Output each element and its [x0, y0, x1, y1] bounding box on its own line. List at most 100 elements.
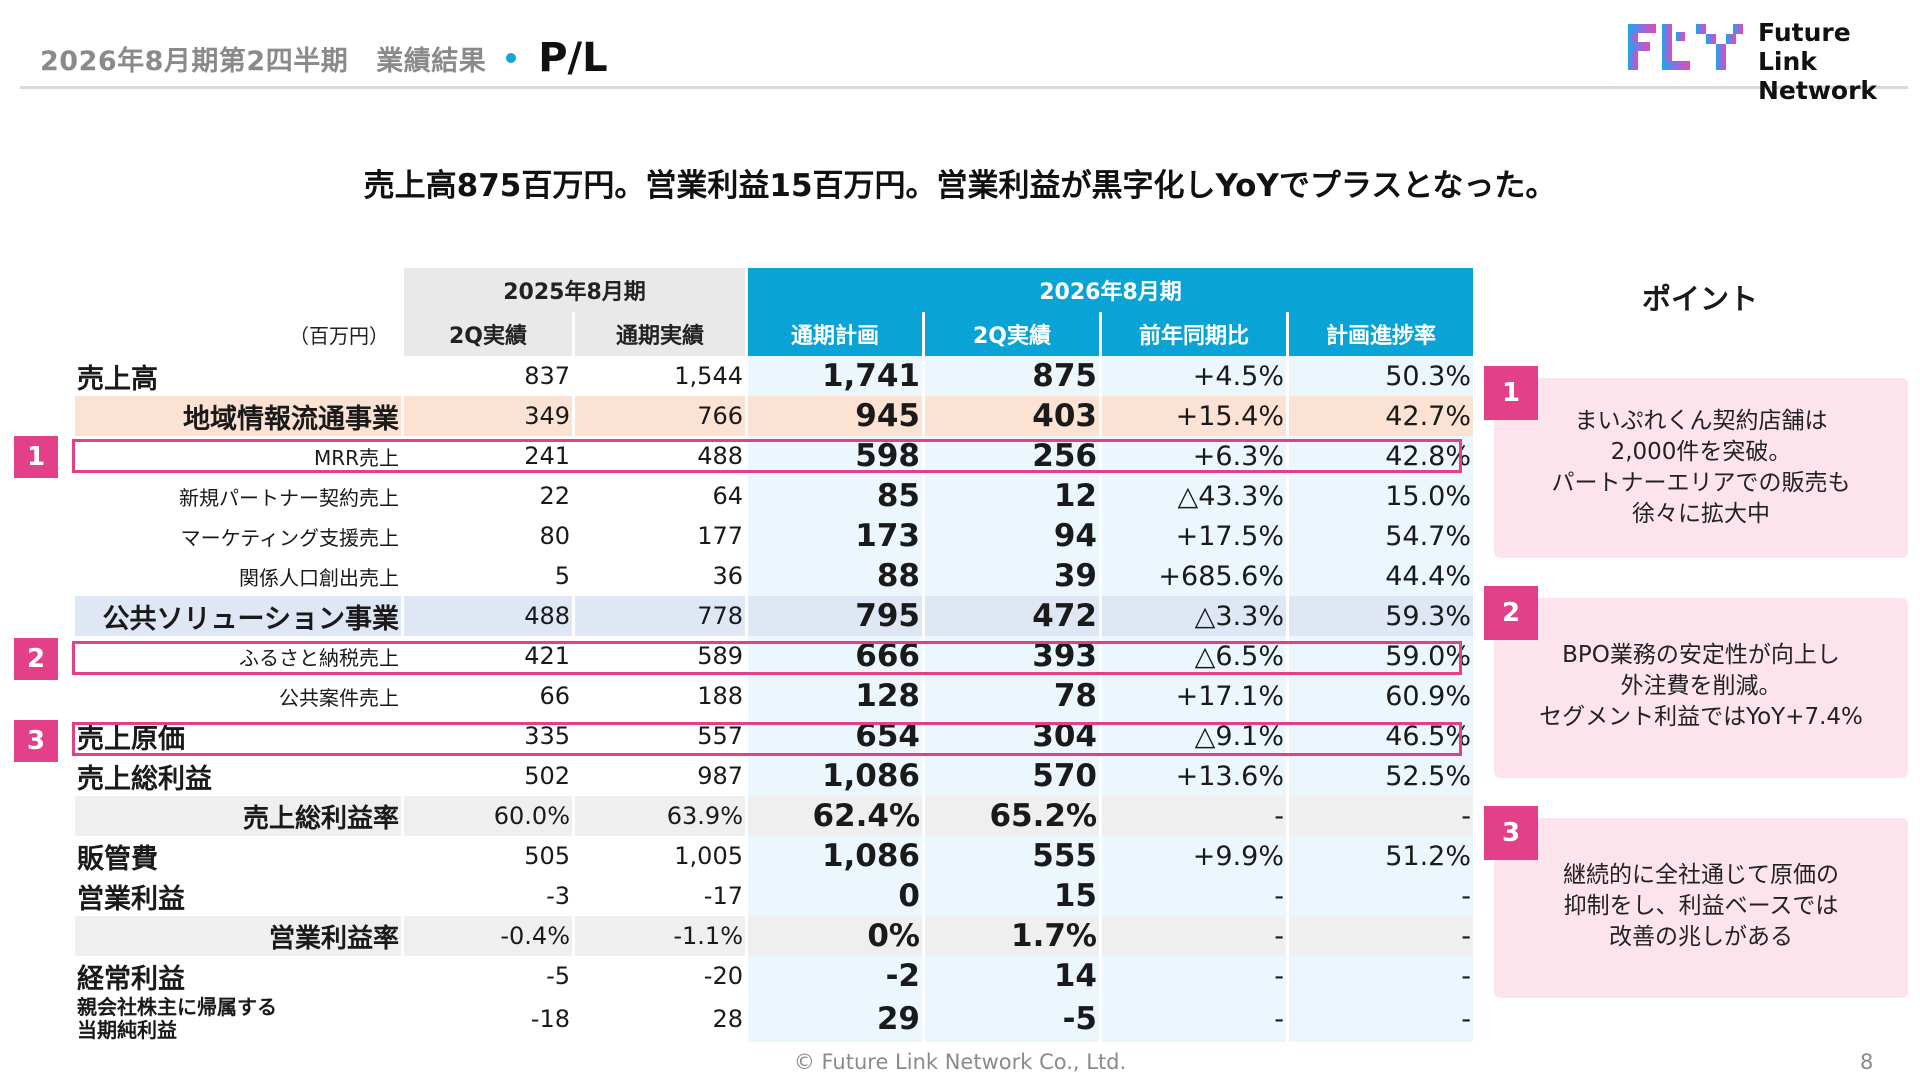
table-cell: 44.4% [1289, 556, 1473, 596]
row-label: ふるさと納税売上 [239, 645, 399, 670]
column-header: 前年同期比 [1102, 312, 1286, 356]
table-row: MRR売上 241 488 598 256 +6.3% 42.8% [75, 436, 1473, 476]
row-label: MRR売上 [313, 445, 399, 470]
point-number: 2 [1484, 586, 1538, 640]
column-header: 計画進捗率 [1289, 312, 1473, 356]
row-label: 関係人口創出売上 [239, 565, 399, 590]
table-cell: - [1102, 876, 1286, 916]
table-cell: 128 [748, 676, 922, 716]
table-cell: 65.2% [925, 796, 1099, 836]
table-cell: 0% [748, 916, 922, 956]
company-logo: Future Link Network [1628, 18, 1910, 105]
table-cell: 42.8% [1289, 436, 1473, 476]
table-cell: -0.4% [404, 916, 572, 956]
table-cell: △43.3% [1102, 476, 1286, 516]
table-cell: 50.3% [1289, 356, 1473, 396]
row-label: 販管費 [77, 843, 158, 875]
table-row: 公共案件売上 66 188 128 78 +17.1% 60.9% [75, 676, 1473, 716]
table-row: マーケティング支援売上 80 177 173 94 +17.5% 54.7% [75, 516, 1473, 556]
point-text: まいぷれくん契約店舗は 2,000件を突破。 パートナーエリアでの販売も 徐々に… [1551, 408, 1851, 527]
table-cell: 0 [748, 876, 922, 916]
table-cell: 1,086 [748, 836, 922, 876]
table-cell: 28 [712, 1005, 743, 1033]
table-cell: 22 [539, 482, 570, 510]
point-card-3: 3 継続的に全社通じて原価の 抑制をし、利益ベースでは 改善の兆しがある [1484, 806, 1908, 998]
table-row: 売上総利益 502 987 1,086 570 +13.6% 52.5% [75, 756, 1473, 796]
table-row: 売上総利益率 60.0% 63.9% 62.4% 65.2% - - [75, 796, 1473, 836]
table-cell: 241 [524, 442, 570, 470]
table-cell: 63.9% [575, 796, 745, 836]
table-cell: 795 [748, 596, 922, 636]
table-cell: 14 [925, 956, 1099, 996]
highlight-box-1 [72, 439, 1462, 473]
row-label: 売上高 [77, 363, 158, 395]
table-cell: 488 [697, 442, 743, 470]
table-cell: 766 [575, 396, 745, 436]
pl-table: 2025年8月期 2026年8月期 （百万円） 2Q実績 通期実績 通期計画 2… [72, 268, 1476, 1042]
unit-label: （百万円） [289, 323, 389, 348]
slide-headline: 売上高875百万円。営業利益15百万円。営業利益が黒字化しYoYでプラスとなった… [363, 168, 1557, 204]
table-row: 親会社株主に帰属する 当期純利益 -18 28 29 -5- - [75, 996, 1473, 1042]
table-cell: 80 [539, 522, 570, 550]
row-label: 売上総利益率 [75, 796, 401, 836]
table-cell: 5 [554, 562, 570, 590]
table-cell: 502 [524, 762, 570, 790]
table-cell: -5 [546, 962, 570, 990]
table-cell: 570 [925, 756, 1099, 796]
row-label: 売上総利益 [77, 763, 212, 795]
table-cell: +17.1% [1102, 676, 1286, 716]
table-cell: 778 [575, 596, 745, 636]
period-header-prev: 2025年8月期 [404, 268, 745, 312]
table-cell: - [1289, 996, 1473, 1042]
table-cell: 421 [524, 642, 570, 670]
row-label: 公共ソリューション事業 [75, 596, 401, 636]
table-cell: -1.1% [575, 916, 745, 956]
period-header-current: 2026年8月期 [748, 268, 1473, 312]
table-cell: 188 [697, 682, 743, 710]
table-cell: 52.5% [1289, 756, 1473, 796]
table-cell: - [1289, 796, 1473, 836]
row-label: 新規パートナー契約売上 [179, 485, 399, 510]
table-cell: 15.0% [1289, 476, 1473, 516]
table-cell: 85 [748, 476, 922, 516]
logo-mark-icon [1628, 24, 1743, 70]
table-cell: 403 [925, 396, 1099, 436]
table-cell: - [1102, 916, 1286, 956]
table-cell: 29 [748, 996, 922, 1042]
breadcrumb-section: 業績結果 [376, 45, 487, 77]
table-cell: 60.0% [404, 796, 572, 836]
table-cell: 12 [925, 476, 1099, 516]
row-label: 経常利益 [77, 963, 185, 995]
highlight-box-3 [72, 722, 1462, 756]
table-row: 新規パートナー契約売上 22 64 85 12 △43.3% 15.0% [75, 476, 1473, 516]
table-cell: 36 [712, 562, 743, 590]
table-cell: 557 [697, 722, 743, 750]
table-cell: +685.6% [1102, 556, 1286, 596]
table-cell: -3 [546, 882, 570, 910]
table-cell: 555 [925, 836, 1099, 876]
table-cell: 1,741 [748, 356, 922, 396]
table-cell: 837 [524, 362, 570, 390]
logo-text: Future Link Network [1758, 18, 1878, 105]
row-label: 公共案件売上 [279, 685, 399, 710]
table-cell: 1.7% [925, 916, 1099, 956]
table-row: 公共ソリューション事業 488 778 795 472 △3.3% 59.3% [75, 596, 1473, 636]
table-cell: - [1102, 796, 1286, 836]
points-title: ポイント [1641, 282, 1758, 316]
table-cell: -2 [748, 956, 922, 996]
table-cell: +15.4% [1102, 396, 1286, 436]
table-cell: 488 [404, 596, 572, 636]
table-cell: - [1289, 956, 1473, 996]
table-cell: 66 [539, 682, 570, 710]
row-label: 営業利益 [77, 883, 185, 915]
table-cell: 42.7% [1289, 396, 1473, 436]
row-label: 親会社株主に帰属する 当期純利益 [77, 995, 277, 1042]
table-cell: - [1102, 956, 1286, 996]
table-cell: 88 [748, 556, 922, 596]
table-cell: - [1102, 996, 1286, 1042]
table-cell: 589 [697, 642, 743, 670]
table-cell: 875 [925, 356, 1099, 396]
table-cell: 945 [748, 396, 922, 436]
point-text: BPO業務の安定性が向上し 外注費を削減。 セグメント利益ではYoY+7.4% [1539, 642, 1863, 730]
table-cell: -17 [703, 882, 743, 910]
